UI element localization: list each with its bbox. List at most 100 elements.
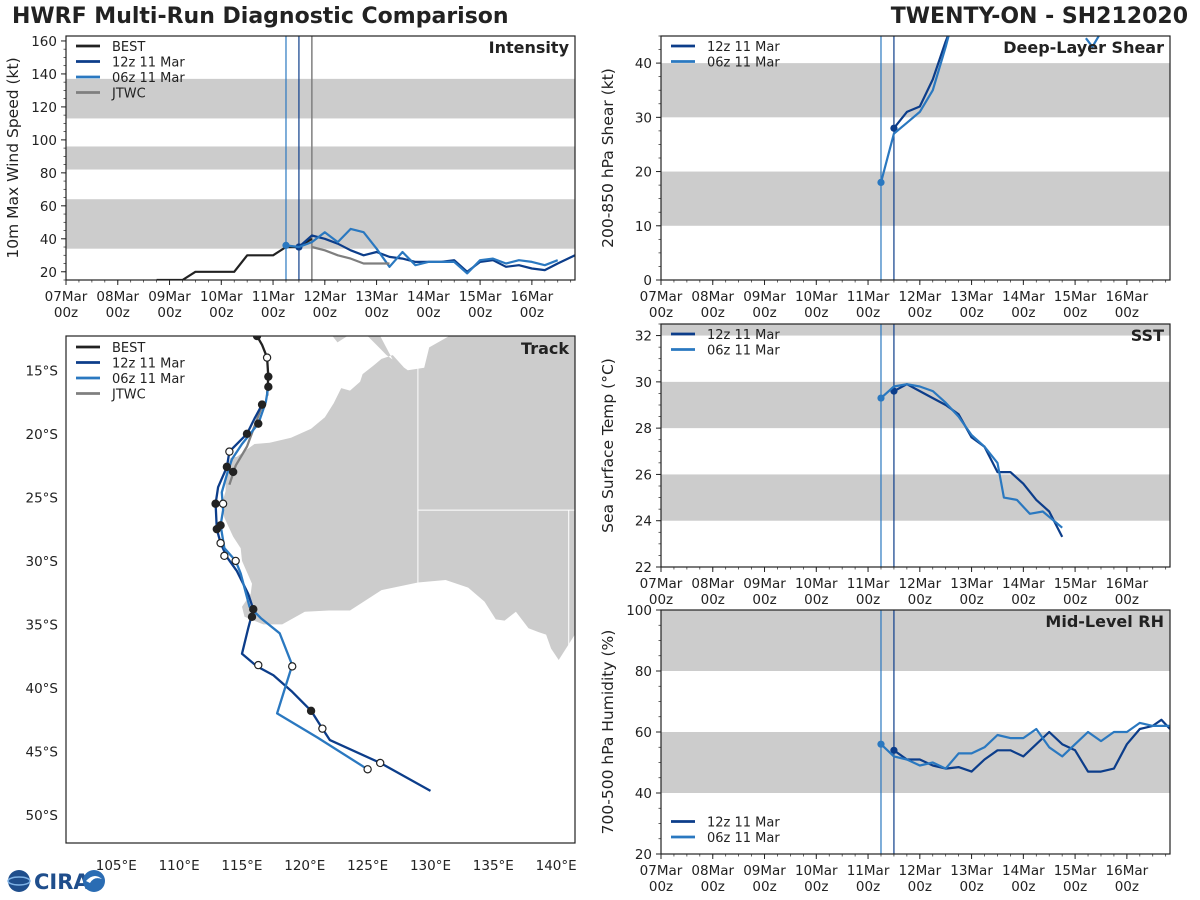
island-shape [332, 336, 348, 343]
track-lon-label: 140°E [536, 858, 577, 874]
shear-xtick-day: 08Mar [691, 289, 734, 305]
sst-xtick-hour: 00z [1011, 592, 1035, 608]
shear-ytick-label: 40 [635, 56, 652, 72]
rh-init-point-run06 [877, 740, 885, 748]
track-marker-run12 [211, 499, 220, 508]
rh-series-run06 [880, 721, 1170, 770]
rh-xtick-day: 15Mar [1054, 863, 1097, 879]
track-legend-label: BEST [112, 341, 145, 356]
rh-ytick-label: 100 [626, 603, 652, 619]
track-lon-label: 130°E [410, 858, 451, 874]
track-lat-label: 15°S [26, 363, 59, 379]
sst-xtick-hour: 00z [752, 592, 776, 608]
rh-xtick-hour: 00z [1063, 879, 1087, 895]
intensity-xtick-day: 13Mar [355, 289, 398, 305]
shear-xtick-hour: 00z [752, 305, 776, 321]
track-marker-run12 [257, 400, 267, 409]
shear-series-run12 [893, 36, 950, 129]
intensity-xtick-hour: 00z [54, 305, 78, 321]
sst-ytick-label: 32 [635, 329, 652, 345]
track-marker-run12 [222, 462, 232, 472]
rh-xtick-hour: 00z [752, 879, 776, 895]
rh-xtick-hour: 00z [908, 879, 932, 895]
track-marker-run06 [220, 551, 229, 561]
shear-ylabel: 200-850 hPa Shear (kt) [599, 68, 617, 248]
rh-title: Mid-Level RH [1045, 612, 1164, 631]
rh-xtick-hour: 00z [959, 879, 983, 895]
sst-xtick-hour: 00z [804, 592, 828, 608]
track-marker-best [264, 372, 273, 381]
sst-xtick-day: 09Mar [743, 576, 786, 592]
logo-text: CIRA [34, 870, 90, 894]
sst-ytick-label: 30 [635, 375, 652, 391]
shear-xtick-hour: 00z [856, 305, 880, 321]
intensity-xtick-hour: 00z [520, 305, 544, 321]
shear-xtick-day: 13Mar [950, 289, 993, 305]
rh-xtick-day: 13Mar [950, 863, 993, 879]
track-lat-label: 20°S [26, 427, 59, 443]
sst-ytick-label: 22 [635, 560, 652, 576]
intensity-xtick-day: 07Mar [45, 289, 88, 305]
track-marker-run12 [375, 758, 385, 768]
shear-series-run06 [879, 36, 950, 183]
intensity-ytick-label: 80 [40, 166, 57, 182]
track-lon-label: 135°E [473, 858, 514, 874]
intensity-ytick-label: 100 [31, 133, 57, 149]
intensity-xtick-day: 09Mar [148, 289, 191, 305]
track-marker-run12 [216, 538, 225, 548]
intensity-legend-label: BEST [112, 40, 145, 55]
sst-xtick-day: 14Mar [1002, 576, 1045, 592]
shear-band [661, 171, 1170, 226]
sst-band [661, 324, 1170, 336]
intensity-series-run06 [285, 227, 559, 275]
track-marker-run06 [231, 556, 240, 566]
rh-xtick-hour: 00z [804, 879, 828, 895]
rh-xtick-day: 07Mar [640, 863, 683, 879]
intensity-xtick-day: 15Mar [459, 289, 502, 305]
intensity-init-point-run06 [282, 241, 290, 249]
track-legend-label: 12z 11 Mar [112, 357, 185, 372]
track-marker-run06 [216, 521, 225, 530]
intensity-xtick-hour: 00z [416, 305, 440, 321]
track-marker-run06 [254, 419, 263, 428]
intensity-ytick-label: 140 [31, 67, 57, 83]
track-marker-run06 [228, 467, 238, 477]
track-lon-label: 110°E [159, 858, 200, 874]
shear-ytick-label: 10 [635, 219, 652, 235]
sst-ytick-label: 28 [635, 421, 652, 437]
shear-xtick-day: 10Mar [795, 289, 838, 305]
rh-legend-label: 12z 11 Mar [707, 816, 780, 831]
rh-xtick-hour: 00z [856, 879, 880, 895]
intensity-xtick-hour: 00z [209, 305, 233, 321]
intensity-ytick-label: 160 [31, 34, 57, 50]
track-marker-best [262, 353, 272, 362]
intensity-xtick-day: 12Mar [303, 289, 346, 305]
sst-ytick-label: 26 [635, 467, 652, 483]
track-title: Track [521, 339, 569, 358]
rh-xtick-day: 11Mar [847, 863, 890, 879]
track-lat-label: 25°S [26, 490, 59, 506]
intensity-xtick-day: 10Mar [200, 289, 243, 305]
sst-legend-label: 12z 11 Mar [707, 328, 780, 343]
intensity-xtick-hour: 00z [468, 305, 492, 321]
intensity-band [66, 78, 575, 119]
shear-ytick-label: 0 [643, 273, 652, 289]
track-marker-run06 [218, 499, 228, 508]
intensity-xtick-hour: 00z [106, 305, 130, 321]
rh-xtick-day: 16Mar [1106, 863, 1149, 879]
track-lon-label: 105°E [96, 858, 137, 874]
intensity-xtick-hour: 00z [261, 305, 285, 321]
rh-ytick-label: 80 [635, 664, 652, 680]
track-legend-label: 06z 11 Mar [112, 372, 185, 387]
sst-xtick-day: 13Mar [950, 576, 993, 592]
sst-xtick-hour: 00z [1063, 592, 1087, 608]
shear-ytick-label: 30 [635, 110, 652, 126]
intensity-series-group [156, 227, 575, 280]
track-marker-best [252, 336, 262, 341]
track-marker-run12 [318, 724, 327, 733]
